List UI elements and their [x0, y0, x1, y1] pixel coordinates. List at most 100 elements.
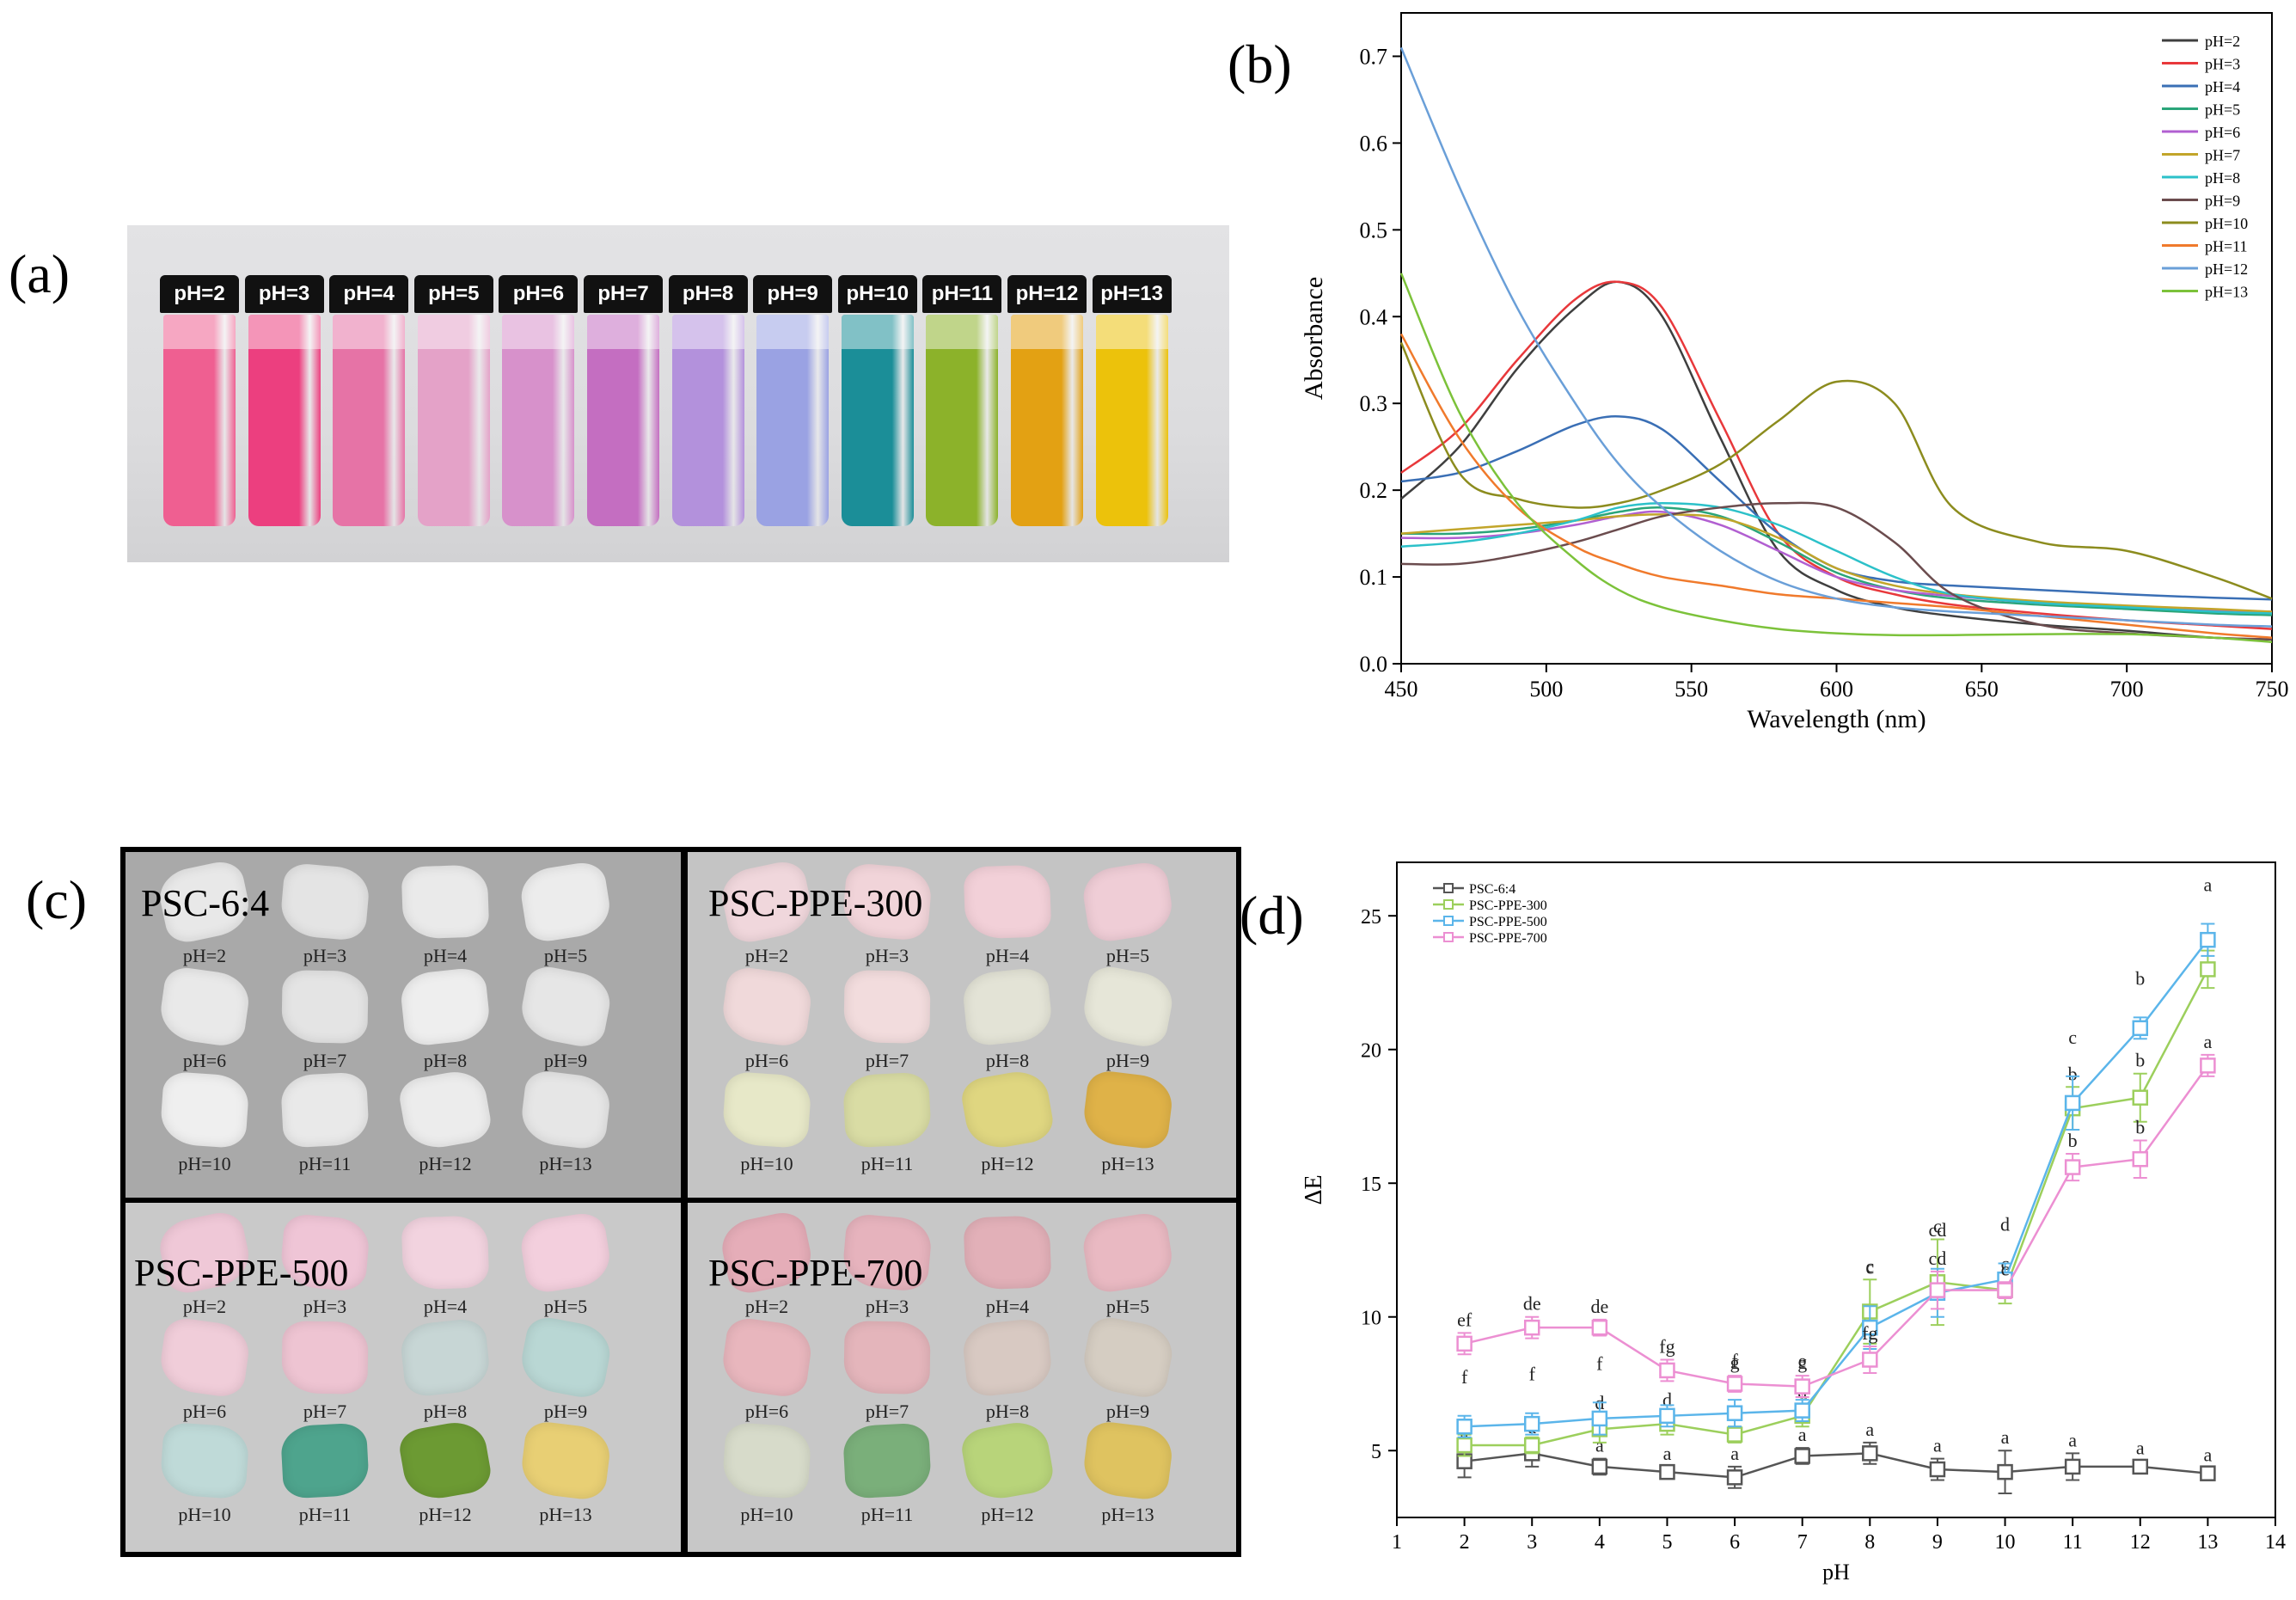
plot-frame	[1396, 861, 2276, 1518]
film-sample	[517, 859, 614, 945]
vial-solution	[841, 315, 914, 526]
film-panel-title: PSC-PPE-700	[708, 1252, 923, 1294]
film-ph-label: pH=9	[1105, 1050, 1150, 1071]
film-panel: pH=2 pH=3 pH=4 pH=5 pH=6 pH=7 pH=8 pH=9 pH=10 pH=…	[126, 852, 681, 1198]
y-tick-label: 10	[1361, 1308, 1381, 1330]
film-sample	[518, 1069, 613, 1151]
legend-label: pH=13	[2205, 284, 2248, 301]
x-tick-label: 14	[2265, 1531, 2286, 1554]
film-sample	[843, 970, 931, 1044]
legend-label: PSC-PPE-500	[1469, 915, 1547, 929]
series-line-pH=10	[1399, 342, 2273, 600]
significance-label: e	[1798, 1350, 1807, 1371]
y-tick-label: 0.0	[1360, 652, 1388, 677]
film-ph-label: pH=6	[182, 1050, 227, 1071]
y-tick-label: 5	[1371, 1441, 1381, 1463]
vial-solution	[502, 315, 575, 526]
data-point	[1794, 1378, 1810, 1395]
x-tick-label: 600	[1820, 677, 1853, 702]
vial: pH=4	[329, 275, 409, 526]
film-sample	[963, 864, 1052, 940]
legend-label: pH=9	[2205, 193, 2240, 210]
film-ph-label: pH=6	[744, 1050, 789, 1071]
vial: pH=7	[584, 275, 663, 526]
significance-label: b	[2068, 1063, 2078, 1084]
vial-cap-label: pH=6	[499, 275, 579, 313]
data-point	[1862, 1352, 1878, 1368]
film-ph-label: pH=3	[865, 1296, 909, 1317]
data-point	[1456, 1437, 1473, 1454]
significance-label: a	[1595, 1435, 1604, 1456]
vial-solution	[417, 315, 490, 526]
y-tick-label: 25	[1361, 906, 1381, 929]
x-axis-label: pH	[1822, 1560, 1850, 1585]
significance-label: a	[2136, 1438, 2145, 1459]
panel-label-c: (c)	[26, 869, 88, 930]
significance-label: a	[2204, 1031, 2213, 1052]
film-sample	[396, 1066, 494, 1154]
x-tick-label: 650	[1965, 677, 1999, 702]
plot-frame	[1400, 12, 2273, 665]
data-point	[2132, 1458, 2149, 1475]
data-point	[2064, 1094, 2081, 1112]
data-point	[1862, 1319, 1878, 1336]
film-ph-label: pH=9	[1105, 1401, 1150, 1422]
film-panel: pH=2 pH=3 pH=4 pH=5 pH=6 pH=7 pH=8 pH=9 pH=10 pH=…	[126, 1203, 681, 1552]
film-ph-label: pH=11	[298, 1504, 352, 1525]
data-point	[1523, 1415, 1540, 1432]
film-sample	[960, 966, 1055, 1047]
y-tick-label: 0.1	[1360, 565, 1388, 590]
film-ph-label: pH=4	[985, 1296, 1030, 1317]
legend-label: pH=3	[2205, 56, 2240, 73]
film-sample	[960, 1317, 1055, 1398]
significance-label: f	[1596, 1352, 1603, 1374]
film-panel-title: PSC-PPE-500	[134, 1252, 349, 1294]
vial: pH=5	[413, 275, 493, 526]
y-tick-label: 0.6	[1360, 131, 1388, 156]
film-ph-label: pH=3	[303, 1296, 347, 1317]
vial-cap-label: pH=10	[837, 275, 917, 313]
film-sample	[517, 1210, 614, 1296]
vial: pH=2	[160, 275, 239, 526]
vial-solution	[1011, 315, 1083, 526]
legend-label: pH=8	[2205, 169, 2240, 187]
film-ph-label: pH=7	[865, 1050, 909, 1071]
film-ph-label: pH=8	[985, 1050, 1030, 1071]
film-ph-label: pH=8	[423, 1050, 468, 1071]
film-ph-label: pH=10	[740, 1153, 793, 1174]
vial-cap-label: pH=11	[922, 275, 1002, 313]
series-line-PSC-PPE-700	[1464, 1064, 2209, 1388]
significance-label: g	[1797, 1352, 1807, 1373]
vial-headspace	[417, 315, 490, 349]
significance-label: de	[1590, 1296, 1608, 1317]
film-ph-label: pH=3	[303, 945, 347, 966]
legend-marker	[1443, 883, 1454, 893]
data-point	[1523, 1319, 1540, 1336]
vial-cap-label: pH=9	[753, 275, 833, 313]
film-sample	[279, 1422, 370, 1499]
significance-label: d	[1662, 1389, 1672, 1411]
data-point	[1726, 1469, 1743, 1486]
x-tick-label: 3	[1527, 1531, 1537, 1554]
significance-label: fg	[1659, 1335, 1675, 1357]
data-point	[1659, 1362, 1675, 1379]
data-point	[1591, 1319, 1608, 1336]
film-sample	[516, 963, 615, 1051]
film-ph-label: pH=13	[539, 1504, 592, 1525]
film-ph-label: pH=5	[543, 1296, 588, 1317]
x-tick-label: 5	[1662, 1531, 1672, 1554]
film-ph-label: pH=6	[744, 1401, 789, 1422]
film-ph-label: pH=10	[740, 1504, 793, 1525]
data-point	[1862, 1445, 1878, 1462]
film-ph-label: pH=4	[423, 945, 468, 966]
series-line-pH=7	[1400, 513, 2273, 613]
film-ph-label: pH=4	[985, 945, 1030, 966]
vial-solution	[926, 315, 999, 526]
significance-label: fg	[1862, 1322, 1877, 1344]
data-point	[2200, 1057, 2216, 1074]
legend-label: pH=4	[2205, 78, 2240, 95]
vials-photo: pH=2 pH=3 pH=4 pH=5 pH=6 pH=7 pH=8 pH=9 pH=10 pH=…	[127, 225, 1229, 562]
film-sample	[401, 864, 490, 940]
film-panel: pH=2 pH=3 pH=4 pH=5 pH=6 pH=7 pH=8 pH=9 pH=10 pH=…	[688, 1203, 1236, 1552]
legend-label: PSC-6:4	[1469, 882, 1515, 897]
